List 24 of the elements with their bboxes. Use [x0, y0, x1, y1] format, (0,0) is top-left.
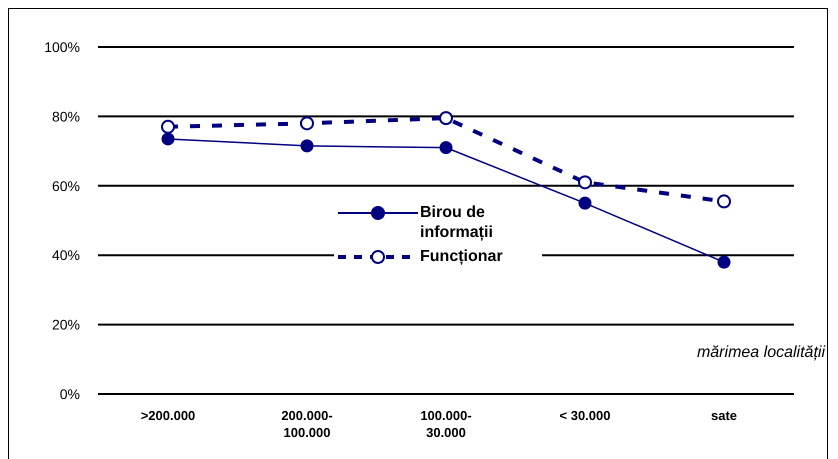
point [718, 256, 730, 269]
y-tick-label: 40% [52, 247, 80, 264]
x-axis-title: mărimea localității [696, 344, 825, 362]
point [161, 120, 175, 134]
x-tick-label: 100.000-30.000 [420, 408, 472, 440]
point [578, 196, 592, 210]
legend-label: Birou de informații [420, 203, 494, 243]
y-tick-label: 60% [52, 178, 80, 194]
point [300, 139, 314, 152]
x-tick-label: 200.000-100.000 [281, 408, 333, 440]
x-tick-label: sate [710, 408, 738, 423]
y-tick-label: 80% [52, 108, 80, 124]
legend-label: Funcționar [420, 247, 504, 267]
y-tick-label: 0% [60, 386, 80, 402]
x-tick-label: >200.000 [140, 408, 196, 423]
point [440, 141, 452, 154]
point [578, 175, 592, 190]
x-tick-label: < 30.000 [560, 408, 610, 423]
y-tick-label: 20% [52, 316, 80, 333]
point [162, 132, 174, 146]
point [717, 194, 731, 208]
y-tick-label: 100% [44, 38, 80, 55]
point [300, 116, 314, 130]
point [439, 111, 453, 126]
